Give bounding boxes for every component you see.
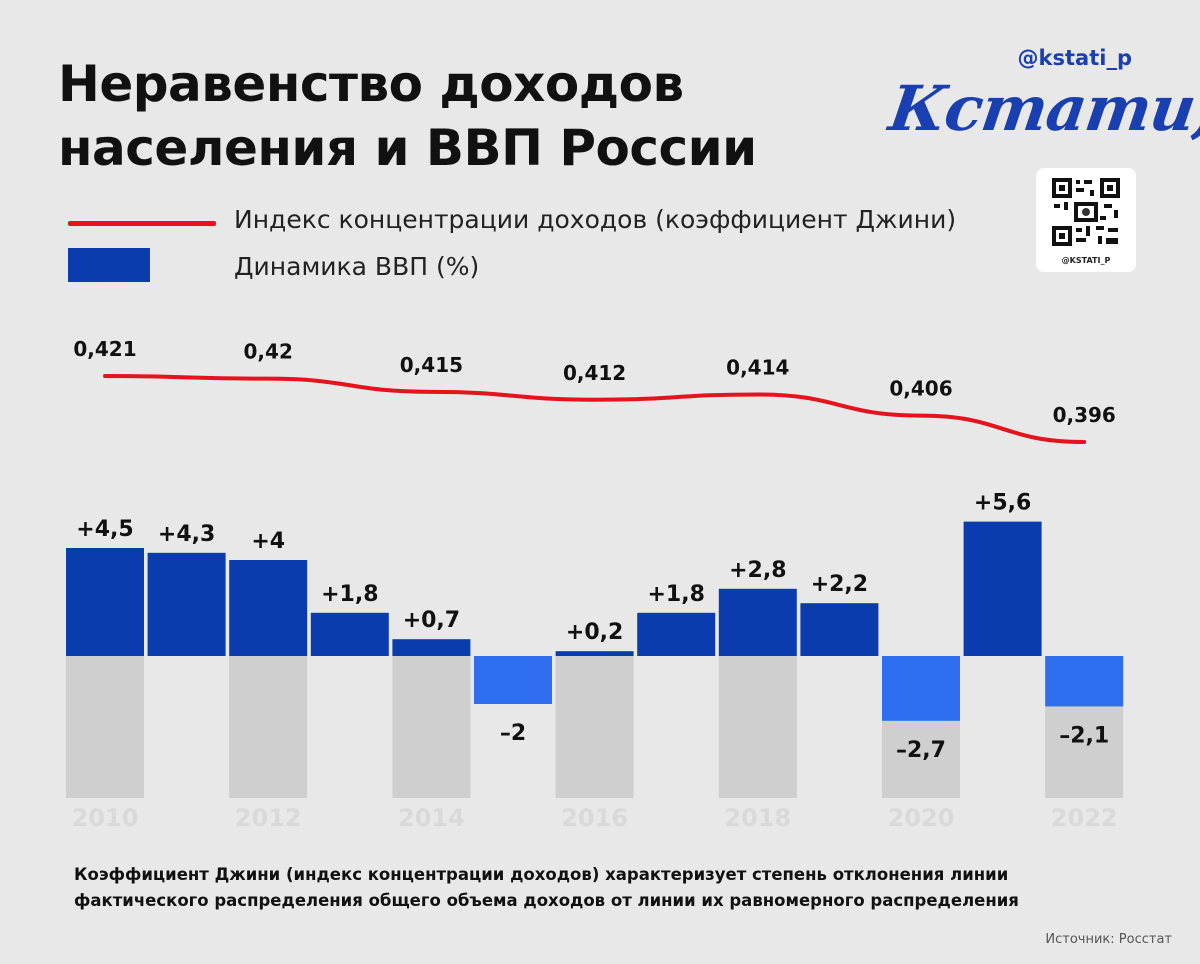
gini-label-2012: 0,42 xyxy=(244,340,293,364)
gdp-label-2015: –2 xyxy=(500,721,526,746)
gdp-bar-2011 xyxy=(147,552,226,656)
qr-code-card[interactable]: @KSTATI_P xyxy=(1036,168,1136,272)
gdp-label-2016: +0,2 xyxy=(566,620,623,645)
year-tick-2022: 2022 xyxy=(1051,804,1118,832)
gdp-bar-2016 xyxy=(555,651,634,656)
source-note: Источник: Росстат xyxy=(1045,932,1172,947)
title-line-1: Неравенство доходов xyxy=(58,55,684,113)
gini-label-2016: 0,412 xyxy=(563,361,626,385)
legend-gdp-swatch xyxy=(68,248,150,282)
year-column-2016 xyxy=(555,656,634,798)
gdp-label-2013: +1,8 xyxy=(321,582,378,607)
qr-code-icon xyxy=(1050,176,1122,248)
year-tick-2020: 2020 xyxy=(888,804,955,832)
footnote-line-2: фактического распределения общего объема… xyxy=(74,891,1019,910)
gini-label-2010: 0,421 xyxy=(73,337,136,361)
gdp-bar-2018 xyxy=(718,588,797,656)
page-title: Неравенство доходов населения и ВВП Росс… xyxy=(58,52,818,180)
social-handle: @kstati_p xyxy=(1017,46,1132,70)
gini-label-2022: 0,396 xyxy=(1053,403,1116,427)
year-column-2012 xyxy=(229,656,308,798)
gdp-label-2012: +4 xyxy=(251,529,285,554)
gdp-bar-2022 xyxy=(1045,656,1124,707)
year-column-2010 xyxy=(66,656,144,798)
gini-label-2014: 0,415 xyxy=(400,353,463,377)
gini-label-2018: 0,414 xyxy=(726,355,789,379)
year-tick-2016: 2016 xyxy=(561,804,628,832)
year-tick-2014: 2014 xyxy=(398,804,465,832)
gdp-bar-2014 xyxy=(392,639,471,656)
title-line-2: населения и ВВП России xyxy=(58,119,757,177)
gdp-label-2018: +2,8 xyxy=(729,558,786,583)
gini-line xyxy=(103,374,1087,444)
gdp-bar-2017 xyxy=(637,612,716,656)
legend-gini-label: Индекс концентрации доходов (коэффициент… xyxy=(234,205,957,234)
qr-caption: @KSTATI_P xyxy=(1061,256,1111,265)
legend-gdp-label: Динамика ВВП (%) xyxy=(234,252,480,281)
gdp-bar-2013 xyxy=(310,612,389,656)
year-tick-2012: 2012 xyxy=(235,804,302,832)
gdp-label-2020: –2,7 xyxy=(896,738,946,763)
gdp-label-2022: –2,1 xyxy=(1059,723,1109,748)
gdp-label-2021: +5,6 xyxy=(974,491,1031,516)
gdp-label-2014: +0,7 xyxy=(403,608,460,633)
gdp-bar-2010 xyxy=(66,548,144,656)
gdp-bar-2019 xyxy=(800,603,879,656)
gdp-label-2019: +2,2 xyxy=(811,572,868,597)
gdp-bar-2012 xyxy=(229,560,308,656)
gdp-bar-2015 xyxy=(474,656,552,704)
year-column-2018 xyxy=(718,656,797,798)
gdp-bar-2021 xyxy=(963,521,1042,656)
year-column-2014 xyxy=(392,656,471,798)
gdp-label-2010: +4,5 xyxy=(76,517,133,542)
footnote-line-1: Коэффициент Джини (индекс концентрации д… xyxy=(74,865,1009,884)
year-tick-2018: 2018 xyxy=(724,804,791,832)
gdp-gini-chart: 2010 2012 2014 2016 2018 2020 2022 +4,5 +4,3 +4 +1… xyxy=(66,337,1124,832)
footnote: Коэффициент Джини (индекс концентрации д… xyxy=(74,862,1134,914)
gdp-label-2017: +1,8 xyxy=(647,582,704,607)
gdp-label-2011: +4,3 xyxy=(158,522,215,547)
gini-label-2020: 0,406 xyxy=(889,377,952,401)
gdp-bar-2020 xyxy=(882,656,960,721)
year-tick-2010: 2010 xyxy=(72,804,139,832)
legend-gini-swatch xyxy=(68,221,216,226)
